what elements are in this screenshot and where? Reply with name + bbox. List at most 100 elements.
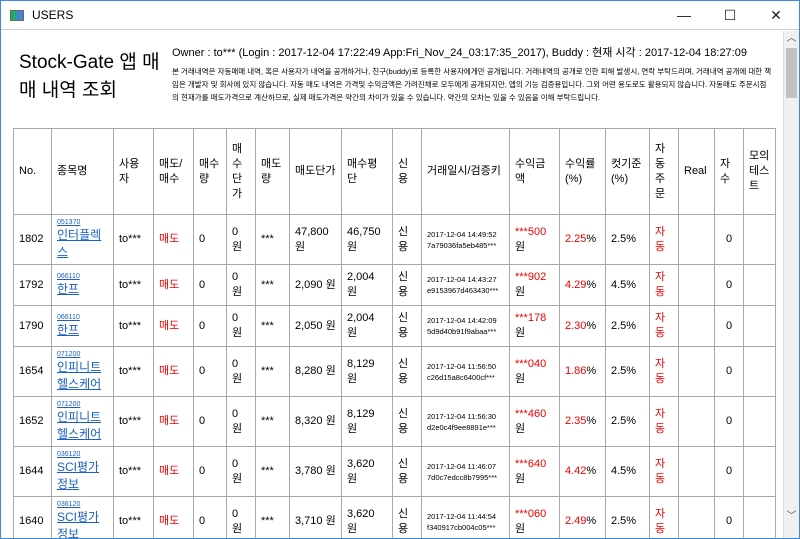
buy-price: 0 원: [232, 312, 243, 339]
column-header: 신용: [392, 128, 422, 215]
stock-code-link[interactable]: 071200: [57, 401, 81, 408]
verification-key: c26d15a8c6400cf***: [427, 372, 495, 382]
stock-code-link[interactable]: 071200: [57, 351, 81, 358]
sell-price: 3,780 원: [295, 465, 336, 477]
count-value: 0: [725, 233, 733, 245]
buy-price: 0 원: [232, 457, 243, 485]
count-value: 0: [725, 515, 733, 527]
profit-rate: 1.86: [565, 365, 587, 377]
close-button[interactable]: ✕: [770, 6, 782, 23]
column-header: 사용자: [113, 128, 154, 215]
user-name: to***: [119, 415, 142, 427]
minimize-button[interactable]: —: [677, 7, 691, 23]
scroll-down-icon[interactable]: ﹀: [786, 511, 797, 522]
verification-key: e9153967d463430***: [427, 286, 499, 295]
profit-unit: 원: [515, 240, 526, 253]
maximize-button[interactable]: ☐: [723, 6, 737, 23]
trade-datetime: 2017-12-04 14:42:09: [427, 316, 497, 325]
credit-type: 신용: [398, 225, 409, 253]
sell-price: 8,320 원: [295, 415, 336, 427]
table-row: 1640 036120 SCI평가정보 to*** 매도 0 0 원 *** 3,710 원 3,…: [13, 496, 776, 539]
buy-price: 0 원: [232, 507, 243, 535]
vertical-scrollbar[interactable]: ︿ ﹀: [783, 31, 799, 538]
sell-price: 47,800 원: [295, 225, 329, 253]
trade-datetime: 2017-12-04 11:56:30: [427, 411, 497, 421]
credit-type: 신용: [398, 407, 409, 435]
profit-amount: ***500: [515, 225, 547, 238]
stock-code-link[interactable]: 036120: [57, 451, 81, 458]
column-header: 수익금액: [509, 128, 560, 215]
stock-code-link[interactable]: 066110: [57, 314, 80, 321]
cut-threshold: 2.5%: [611, 233, 637, 245]
profit-unit: 원: [515, 472, 526, 485]
buy-price: 0 원: [232, 407, 243, 435]
stock-code-link[interactable]: 066110: [57, 273, 80, 280]
credit-type: 신용: [398, 457, 409, 485]
row-number: 1640: [19, 515, 44, 527]
percent-sign: %: [586, 515, 597, 527]
scroll-up-icon[interactable]: ︿: [786, 33, 797, 44]
sell-quantity: ***: [261, 415, 274, 427]
buy-quantity: 0: [199, 465, 206, 477]
average-buy-price: 3,620 원: [347, 507, 375, 535]
count-value: 0: [725, 415, 733, 427]
buy-price: 0 원: [232, 357, 243, 385]
notice-text: 본 거래내역은 자동매매 내역, 혹은 사용자가 내역을 공개하거나, 친구(b…: [172, 67, 772, 102]
profit-unit: 원: [515, 422, 526, 435]
trade-datetime: 2017-12-04 11:56:50: [427, 361, 497, 371]
sell-quantity: ***: [261, 365, 274, 377]
stock-name-link[interactable]: SCI평가정보: [57, 460, 100, 491]
buy-quantity: 0: [199, 365, 206, 377]
cut-threshold: 2.5%: [611, 515, 637, 527]
trade-history-table: No. 종목명 사용자 매도/매수 매수량 매수단가 매도량 매도단가 매수평단 신용 거래일시/검…: [13, 128, 776, 539]
stock-name-link[interactable]: 인터플렉스: [57, 228, 102, 259]
table-row: 1652 071200 인피니트헬스케어 to*** 매도 0 0 원 *** 8,320 원 8…: [13, 396, 776, 447]
user-name: to***: [119, 515, 142, 527]
stock-name-link[interactable]: 한프: [57, 323, 80, 337]
table-row: 1790 066110 한프 to*** 매도 0 0 원 *** 2,050 원 2,004 원…: [13, 305, 776, 347]
stock-name-link[interactable]: 인피니트헬스케어: [57, 360, 102, 391]
column-header: 매도량: [255, 128, 290, 215]
scrollbar-thumb[interactable]: [786, 48, 797, 98]
credit-type: 신용: [398, 507, 409, 535]
count-value: 0: [725, 319, 733, 332]
average-buy-price: 2,004 원: [347, 312, 375, 339]
stock-name-link[interactable]: 인피니트헬스케어: [57, 410, 102, 441]
stock-code-link[interactable]: 051370: [57, 219, 81, 226]
sell-quantity: ***: [261, 319, 274, 332]
user-name: to***: [119, 319, 142, 332]
trade-side: 매도: [159, 365, 180, 377]
auto-order: 자동: [655, 357, 666, 385]
table-row: 1654 071200 인피니트헬스케어 to*** 매도 0 0 원 *** 8,280 원 8…: [13, 346, 776, 397]
column-header: 거래일시/검증키: [421, 128, 510, 215]
profit-amount: ***178: [515, 312, 547, 324]
buy-quantity: 0: [199, 233, 206, 245]
stock-code-link[interactable]: 036120: [57, 501, 81, 508]
owner-info: Owner : to*** (Login : 2017-12-04 17:22:…: [172, 47, 747, 59]
average-buy-price: 46,750 원: [347, 225, 381, 253]
profit-rate: 2.35: [565, 415, 587, 427]
profit-unit: 원: [515, 327, 526, 339]
row-number: 1652: [19, 415, 44, 427]
sell-quantity: ***: [261, 465, 274, 477]
profit-amount: ***060: [515, 507, 547, 520]
profit-rate: 2.25: [565, 233, 587, 245]
column-header: No.: [13, 128, 52, 215]
sell-quantity: ***: [261, 515, 274, 527]
trade-side: 매도: [159, 233, 180, 245]
buy-quantity: 0: [199, 415, 206, 427]
column-header: 매수평단: [341, 128, 393, 215]
row-number: 1644: [19, 465, 44, 477]
sell-price: 3,710 원: [295, 515, 336, 527]
stock-name-link[interactable]: 한프: [57, 282, 80, 296]
window-title: USERS: [32, 8, 74, 22]
profit-amount: ***460: [515, 407, 547, 420]
stock-name-link[interactable]: SCI평가정보: [57, 510, 100, 539]
buy-price: 0 원: [232, 225, 243, 253]
title-bar: USERS — ☐ ✕: [1, 1, 799, 30]
verification-key: 7d0c7edcc8b7995***: [427, 472, 498, 482]
row-number: 1802: [19, 233, 44, 245]
column-header: 수익률(%): [559, 128, 606, 215]
cut-threshold: 4.5%: [611, 465, 637, 477]
